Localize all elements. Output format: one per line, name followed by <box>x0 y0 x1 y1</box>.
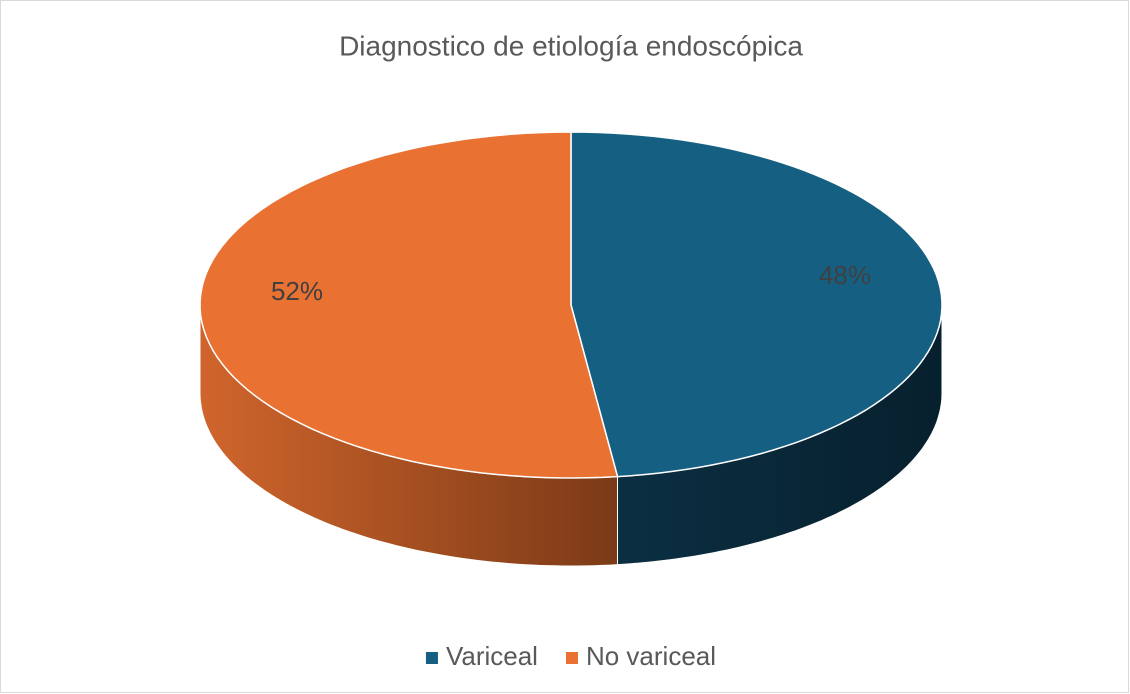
data-label: 52% <box>271 276 323 306</box>
legend-label: No variceal <box>586 641 716 671</box>
legend-label: Variceal <box>446 641 538 671</box>
chart-title: Diagnostico de etiología endoscópica <box>339 30 803 61</box>
legend-swatch <box>565 652 578 664</box>
data-label: 48% <box>819 260 871 290</box>
legend-swatch <box>425 652 438 664</box>
pie-slice <box>199 131 619 479</box>
pie-slice <box>570 131 943 478</box>
